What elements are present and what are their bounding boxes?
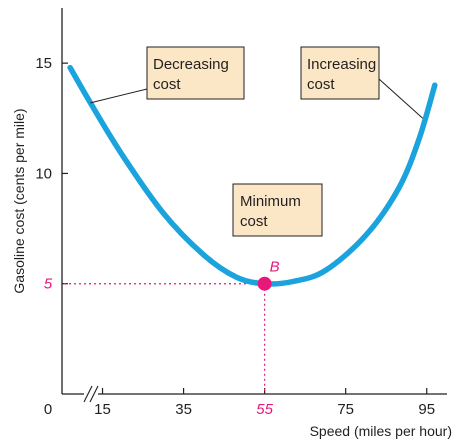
highlight-y-value-label: 5 bbox=[44, 276, 53, 293]
x-tick-label: 75 bbox=[337, 401, 354, 418]
annotation-decreasing-line-2: cost bbox=[153, 76, 181, 93]
y-tick-label: 10 bbox=[35, 165, 52, 182]
y-axis-label: Gasoline cost (cents per mile) bbox=[11, 108, 27, 293]
annotation-decreasing: Decreasing cost bbox=[146, 46, 245, 100]
annotation-minimum-line-1: Minimum bbox=[240, 193, 301, 210]
annotation-minimum: Minimum cost bbox=[232, 183, 323, 237]
x-origin-label: 0 bbox=[44, 401, 52, 418]
axis-break bbox=[83, 385, 99, 403]
point-b-label: B bbox=[270, 259, 280, 276]
annotation-minimum-line-2: cost bbox=[240, 213, 268, 230]
x-tick-group: 15 35 75 95 bbox=[94, 388, 435, 418]
annotation-increasing-line-1: Increasing bbox=[307, 56, 376, 73]
x-axis-label: Speed (miles per hour) bbox=[310, 423, 452, 439]
annotation-increasing-line-2: cost bbox=[307, 76, 335, 93]
highlight-x-value-label: 55 bbox=[256, 401, 273, 418]
annotation-leader-increasing bbox=[378, 78, 424, 119]
y-tick-group: 10 15 bbox=[35, 55, 68, 285]
annotation-leader-decreasing bbox=[90, 88, 148, 104]
y-tick-label: 15 bbox=[35, 55, 52, 72]
point-b-marker bbox=[257, 276, 272, 291]
cost-curve bbox=[67, 64, 438, 287]
x-tick-label: 15 bbox=[94, 401, 111, 418]
annotation-decreasing-line-1: Decreasing bbox=[153, 56, 229, 73]
x-tick-label: 95 bbox=[418, 401, 435, 418]
x-tick-label: 35 bbox=[175, 401, 192, 418]
annotation-increasing: Increasing cost bbox=[300, 46, 380, 100]
